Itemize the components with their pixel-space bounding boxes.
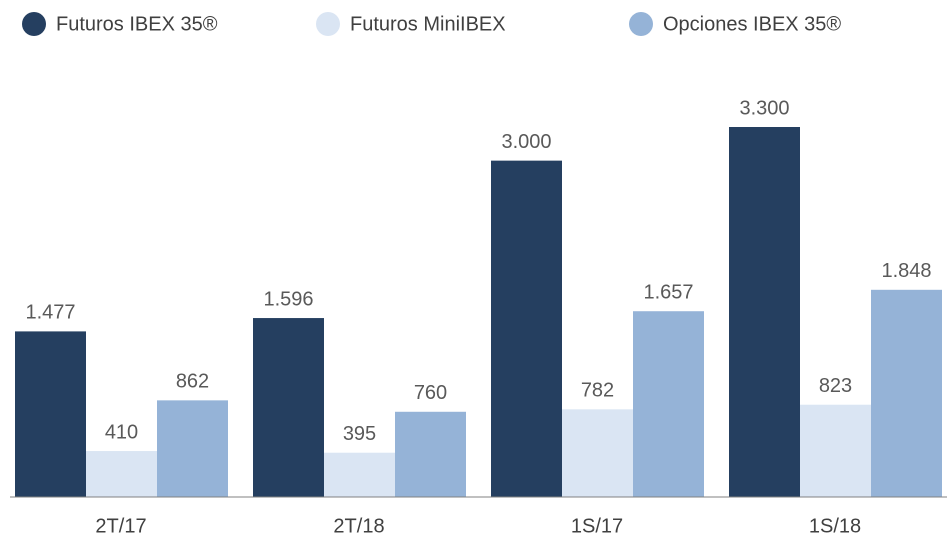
x-tick-label: 1S/18 <box>809 515 861 537</box>
data-label: 1.477 <box>25 302 75 324</box>
data-label: 3.000 <box>501 131 551 153</box>
legend-swatch <box>629 12 653 36</box>
data-label: 862 <box>176 371 209 393</box>
bar <box>15 331 86 497</box>
data-label: 1.848 <box>881 260 931 282</box>
bar <box>633 311 704 497</box>
bar <box>729 127 800 497</box>
data-label: 410 <box>105 421 138 443</box>
bar <box>800 404 871 497</box>
bar <box>871 289 942 497</box>
data-label: 823 <box>819 375 852 397</box>
bar <box>157 400 228 497</box>
data-label: 782 <box>581 380 614 402</box>
x-tick-label: 1S/17 <box>571 515 623 537</box>
legend-swatch <box>316 12 340 36</box>
bar <box>324 452 395 497</box>
bar <box>86 451 157 497</box>
bar <box>562 409 633 497</box>
x-tick-label: 2T/18 <box>333 515 384 537</box>
data-label: 760 <box>414 382 447 404</box>
data-label: 395 <box>343 423 376 445</box>
data-label: 1.657 <box>643 281 693 303</box>
data-label: 1.596 <box>263 288 313 310</box>
x-tick-label: 2T/17 <box>95 515 146 537</box>
bar <box>253 318 324 497</box>
legend-swatch <box>22 12 46 36</box>
legend-label: Futuros MiniIBEX <box>350 13 506 35</box>
data-label: 3.300 <box>739 97 789 119</box>
bar <box>491 160 562 498</box>
legend-label: Futuros IBEX 35® <box>56 13 218 35</box>
bar <box>395 411 466 497</box>
legend-label: Opciones IBEX 35® <box>663 13 841 35</box>
